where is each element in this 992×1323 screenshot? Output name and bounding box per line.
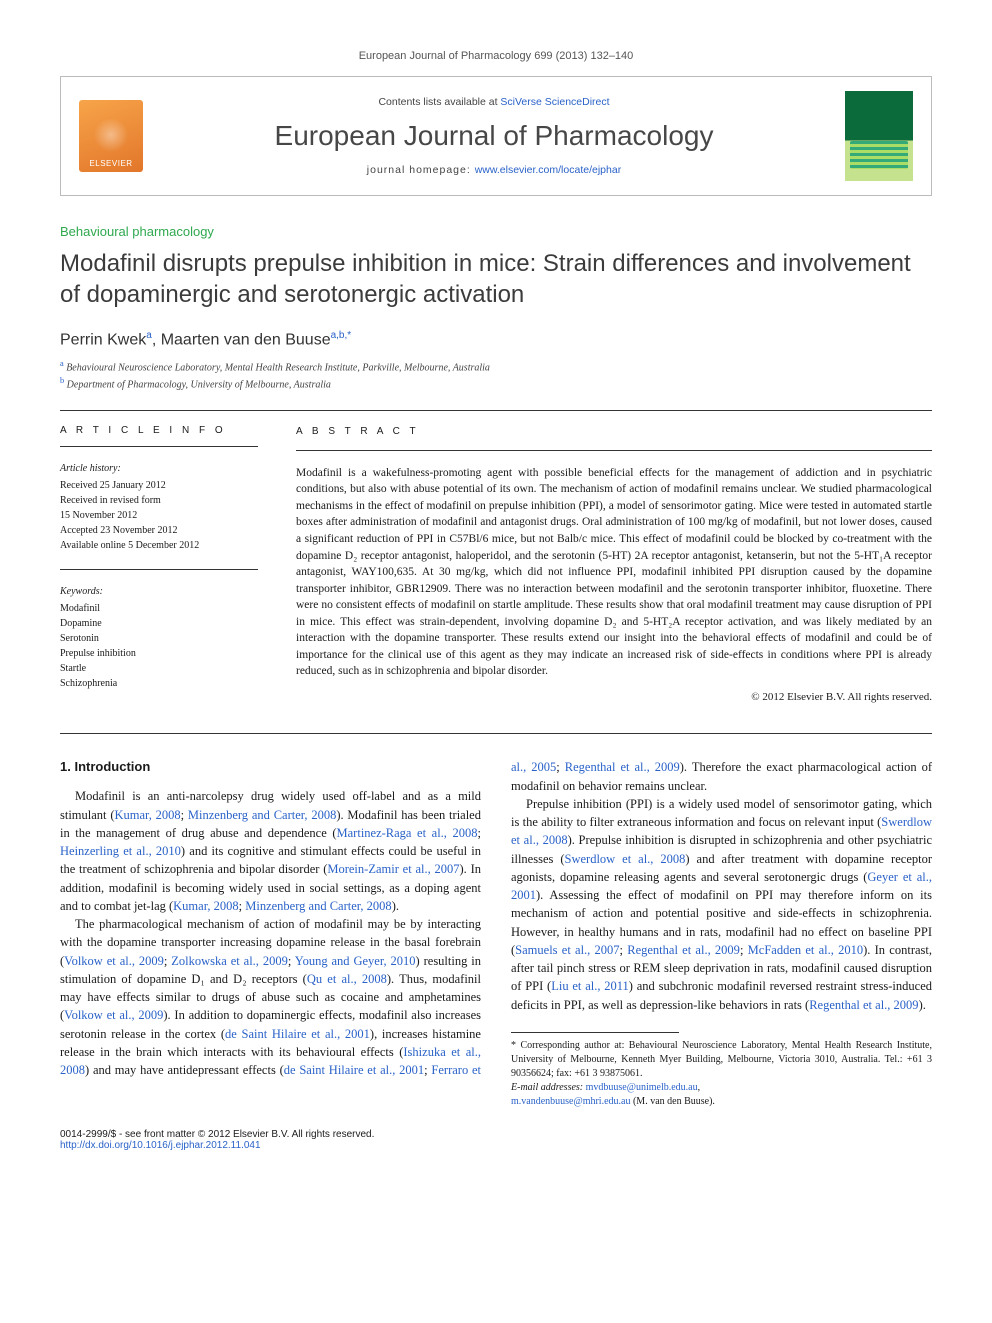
citation-link[interactable]: Regenthal et al., 2009 bbox=[809, 998, 918, 1012]
journal-homepage-link[interactable]: www.elsevier.com/locate/ejphar bbox=[475, 164, 621, 176]
corresponding-author-note: * Corresponding author at: Behavioural N… bbox=[511, 1039, 932, 1081]
citation-link[interactable]: Young and Geyer, 2010 bbox=[295, 954, 416, 968]
citation-link[interactable]: Samuels et al., 2007 bbox=[515, 943, 619, 957]
publisher-name: ELSEVIER bbox=[89, 159, 132, 168]
running-header: European Journal of Pharmacology 699 (20… bbox=[60, 50, 932, 62]
citation-link[interactable]: Martinez-Raga et al., 2008 bbox=[337, 826, 478, 840]
keyword: Modafinil bbox=[60, 601, 258, 616]
abstract-column: A B S T R A C T Modafinil is a wakefulne… bbox=[296, 425, 932, 707]
email-link[interactable]: mvdbuuse@unimelb.edu.au bbox=[586, 1082, 698, 1093]
citation-link[interactable]: Morein-Zamir et al., 2007 bbox=[327, 862, 459, 876]
elsevier-logo: ELSEVIER bbox=[79, 100, 143, 172]
divider bbox=[60, 410, 932, 411]
footnote-divider bbox=[511, 1032, 679, 1033]
history-line: Available online 5 December 2012 bbox=[60, 538, 258, 553]
history-line: 15 November 2012 bbox=[60, 508, 258, 523]
citation-link[interactable]: McFadden et al., 2010 bbox=[748, 943, 863, 957]
citation-link[interactable]: Regenthal et al., 2009 bbox=[565, 760, 680, 774]
article-info-column: A R T I C L E I N F O Article history: R… bbox=[60, 425, 258, 707]
email-line: E-mail addresses: mvdbuuse@unimelb.edu.a… bbox=[511, 1081, 932, 1109]
article-section-label: Behavioural pharmacology bbox=[60, 224, 932, 239]
divider bbox=[60, 569, 258, 570]
divider bbox=[60, 446, 258, 447]
citation-link[interactable]: Minzenberg and Carter, 2008 bbox=[188, 808, 336, 822]
journal-cover-thumbnail bbox=[845, 91, 913, 181]
doi-link[interactable]: http://dx.doi.org/10.1016/j.ejphar.2012.… bbox=[60, 1140, 261, 1151]
article-history-block: Article history: Received 25 January 201… bbox=[60, 461, 258, 553]
citation-link[interactable]: Kumar, 2008 bbox=[173, 899, 238, 913]
body-paragraph: Modafinil is an anti-narcolepsy drug wid… bbox=[60, 787, 481, 915]
affiliations: a Behavioural Neuroscience Laboratory, M… bbox=[60, 358, 932, 393]
keyword: Serotonin bbox=[60, 631, 258, 646]
journal-title: European Journal of Pharmacology bbox=[161, 120, 827, 152]
citation-link[interactable]: Minzenberg and Carter, 2008 bbox=[245, 899, 391, 913]
citation-link[interactable]: Zolkowska et al., 2009 bbox=[171, 954, 288, 968]
journal-homepage-line: journal homepage: www.elsevier.com/locat… bbox=[161, 164, 827, 176]
authors-line: Perrin Kweka, Maarten van den Buusea,b,* bbox=[60, 330, 932, 349]
history-line: Received 25 January 2012 bbox=[60, 478, 258, 493]
citation-link[interactable]: de Saint Hilaire et al., 2001 bbox=[284, 1063, 424, 1077]
sciencedirect-link[interactable]: SciVerse ScienceDirect bbox=[500, 96, 609, 108]
abstract-text: Modafinil is a wakefulness-promoting age… bbox=[296, 465, 932, 680]
keyword: Prepulse inhibition bbox=[60, 646, 258, 661]
citation-link[interactable]: Heinzerling et al., 2010 bbox=[60, 844, 181, 858]
citation-link[interactable]: Volkow et al., 2009 bbox=[64, 1008, 163, 1022]
email-label: E-mail addresses: bbox=[511, 1082, 586, 1093]
homepage-prefix: journal homepage: bbox=[367, 164, 475, 176]
copyright-line: © 2012 Elsevier B.V. All rights reserved… bbox=[296, 690, 932, 706]
email-link[interactable]: m.vandenbuuse@mhri.edu.au bbox=[511, 1096, 630, 1107]
article-title: Modafinil disrupts prepulse inhibition i… bbox=[60, 249, 932, 310]
contents-available-line: Contents lists available at SciVerse Sci… bbox=[161, 96, 827, 108]
citation-link[interactable]: Qu et al., 2008 bbox=[307, 972, 387, 986]
elsevier-tree-icon bbox=[91, 119, 131, 159]
keywords-label: Keywords: bbox=[60, 584, 258, 599]
history-label: Article history: bbox=[60, 461, 258, 476]
keywords-block: Keywords: ModafinilDopamineSerotoninPrep… bbox=[60, 584, 258, 691]
journal-masthead: ELSEVIER Contents lists available at Sci… bbox=[60, 76, 932, 196]
abstract-heading: A B S T R A C T bbox=[296, 425, 932, 439]
page-footer: 0014-2999/$ - see front matter © 2012 El… bbox=[60, 1129, 932, 1151]
keyword: Dopamine bbox=[60, 616, 258, 631]
divider bbox=[296, 450, 932, 451]
section-heading-introduction: 1. Introduction bbox=[60, 758, 481, 777]
keyword: Startle bbox=[60, 661, 258, 676]
body-paragraph: Prepulse inhibition (PPI) is a widely us… bbox=[511, 795, 932, 1014]
citation-link[interactable]: Swerdlow et al., 2008 bbox=[565, 852, 686, 866]
history-line: Accepted 23 November 2012 bbox=[60, 523, 258, 538]
body-two-column: 1. Introduction Modafinil is an anti-nar… bbox=[60, 758, 932, 1109]
keyword: Schizophrenia bbox=[60, 676, 258, 691]
history-line: Received in revised form bbox=[60, 493, 258, 508]
citation-link[interactable]: Volkow et al., 2009 bbox=[64, 954, 164, 968]
citation-link[interactable]: Kumar, 2008 bbox=[114, 808, 180, 822]
citation-link[interactable]: Regenthal et al., 2009 bbox=[627, 943, 740, 957]
contents-prefix: Contents lists available at bbox=[378, 96, 500, 108]
article-info-heading: A R T I C L E I N F O bbox=[60, 425, 258, 436]
footnotes: * Corresponding author at: Behavioural N… bbox=[511, 1039, 932, 1109]
citation-link[interactable]: Liu et al., 2011 bbox=[551, 979, 629, 993]
divider bbox=[60, 733, 932, 734]
issn-copyright-line: 0014-2999/$ - see front matter © 2012 El… bbox=[60, 1129, 374, 1140]
citation-link[interactable]: de Saint Hilaire et al., 2001 bbox=[225, 1027, 370, 1041]
